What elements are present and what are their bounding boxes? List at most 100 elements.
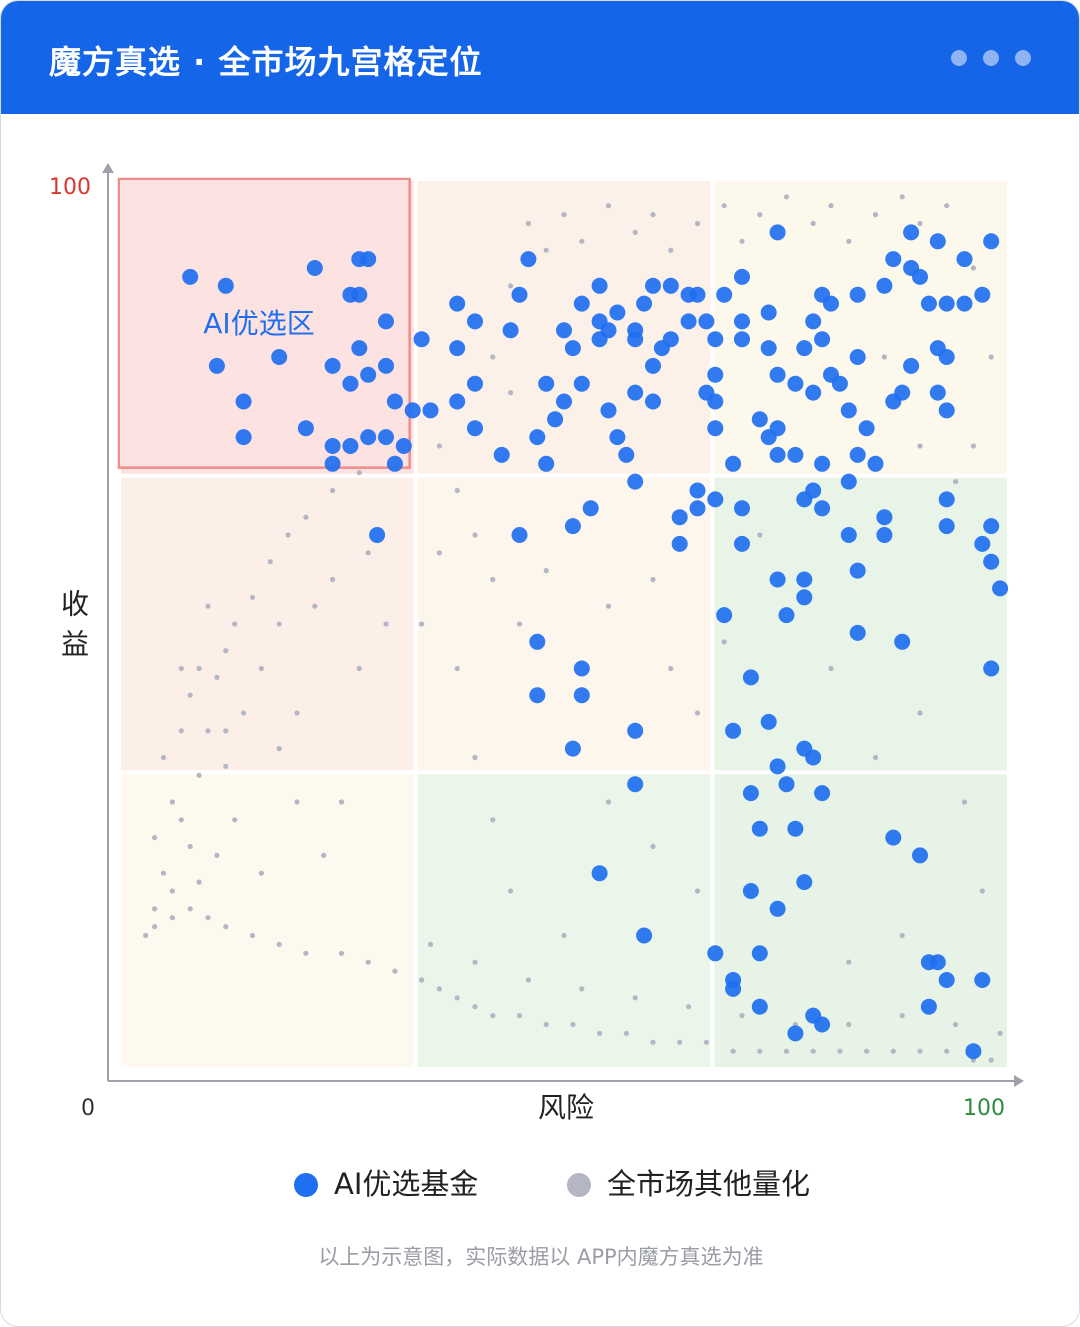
market-point xyxy=(490,354,496,360)
fund-point xyxy=(876,277,893,294)
market-point xyxy=(508,283,514,289)
market-point xyxy=(214,852,220,859)
fund-point xyxy=(805,482,822,499)
fund-point xyxy=(760,340,777,357)
x-axis-label: 风险 xyxy=(538,1091,594,1124)
market-point xyxy=(232,621,238,627)
grid-cell xyxy=(121,774,414,1067)
market-point xyxy=(472,532,478,538)
fund-point xyxy=(938,491,955,508)
menu-dot[interactable] xyxy=(1015,50,1031,66)
market-point xyxy=(419,977,425,983)
market-point xyxy=(196,665,202,672)
fund-point xyxy=(529,687,546,704)
fund-point xyxy=(360,251,377,268)
fund-point xyxy=(564,518,581,535)
market-point xyxy=(543,568,549,574)
market-point xyxy=(312,603,318,609)
market-point xyxy=(187,692,193,698)
fund-point xyxy=(582,500,599,517)
fund-point xyxy=(805,313,822,330)
market-point xyxy=(169,888,175,894)
market-point xyxy=(169,915,175,921)
fund-point xyxy=(386,393,403,410)
fund-point xyxy=(814,286,831,303)
fund-point xyxy=(636,295,653,312)
fund-point xyxy=(974,286,991,303)
fund-point xyxy=(983,518,1000,535)
fund-point xyxy=(734,535,750,552)
menu-dot[interactable] xyxy=(951,50,967,66)
fund-point xyxy=(734,331,750,348)
market-point xyxy=(160,754,167,761)
market-point xyxy=(988,1057,994,1063)
market-point xyxy=(152,924,158,930)
fund-point xyxy=(716,286,733,303)
grid-cell xyxy=(121,477,414,771)
fund-point xyxy=(912,847,928,864)
fund-point xyxy=(849,624,866,641)
market-point xyxy=(677,1039,683,1045)
fund-point xyxy=(609,304,626,321)
market-point xyxy=(232,817,238,823)
fund-point xyxy=(369,527,386,543)
market-point xyxy=(632,229,638,235)
fund-point xyxy=(707,491,724,508)
fund-point xyxy=(956,295,973,312)
fund-point xyxy=(849,562,866,579)
market-point xyxy=(223,924,229,930)
market-point xyxy=(579,238,585,244)
market-point xyxy=(330,576,336,583)
fund-point xyxy=(983,660,1000,677)
fund-point xyxy=(938,295,955,312)
fund-point xyxy=(591,277,608,294)
market-point xyxy=(757,212,763,218)
fund-point xyxy=(796,874,813,891)
menu-dot[interactable] xyxy=(983,50,999,66)
fund-point xyxy=(395,438,412,454)
fund-point xyxy=(493,446,510,463)
footer-note: 以上为示意图，实际数据以 APP内魔方真选为准 xyxy=(318,1245,764,1269)
market-point xyxy=(472,1004,478,1010)
fund-point xyxy=(805,384,822,401)
fund-point xyxy=(182,268,199,285)
fund-point xyxy=(734,268,750,285)
fund-point xyxy=(235,429,252,446)
fund-point xyxy=(912,268,928,285)
market-point xyxy=(196,879,202,885)
market-point xyxy=(570,1021,576,1028)
market-point xyxy=(917,443,923,449)
market-point xyxy=(205,728,211,734)
fund-point xyxy=(867,455,884,472)
market-point xyxy=(152,906,158,912)
fund-point xyxy=(547,411,564,428)
market-point xyxy=(579,986,585,992)
fund-point xyxy=(538,455,555,472)
fund-point xyxy=(769,758,786,775)
market-point xyxy=(490,817,496,823)
fund-point xyxy=(378,357,394,374)
fund-point xyxy=(929,954,946,971)
market-point xyxy=(694,220,701,227)
fund-point xyxy=(689,482,706,499)
market-point xyxy=(668,665,674,672)
fund-point xyxy=(956,251,973,268)
x-tick-label: 100 xyxy=(963,1096,1005,1121)
fund-point xyxy=(662,331,679,348)
market-point xyxy=(917,710,923,716)
market-point xyxy=(694,888,701,894)
market-point xyxy=(419,621,425,627)
fund-point xyxy=(840,402,857,419)
market-point xyxy=(276,621,282,627)
market-point xyxy=(721,203,727,209)
fund-point xyxy=(938,402,955,419)
market-point xyxy=(783,194,790,200)
market-point xyxy=(454,665,460,672)
market-point xyxy=(205,915,211,921)
fund-point xyxy=(894,633,911,650)
market-point xyxy=(490,1013,496,1019)
fund-point xyxy=(742,883,759,899)
fund-point xyxy=(769,900,786,917)
fund-point xyxy=(564,740,581,757)
fund-point xyxy=(903,357,920,374)
